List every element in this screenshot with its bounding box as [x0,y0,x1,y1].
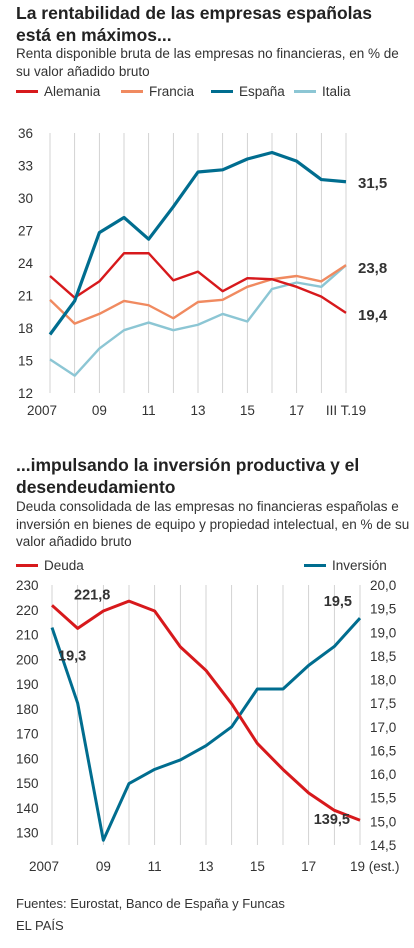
x-tick-label: 17 [301,859,316,874]
legend-swatch-italia [294,90,316,93]
x-tick-label: 17 [289,403,304,418]
annotation-inversion-end: 19,5 [324,594,352,610]
y-tick-label: 15 [18,354,33,369]
y-left-tick-label: 220 [16,603,39,618]
legend-label-deuda: Deuda [44,558,84,573]
y-right-tick-label: 20,0 [370,578,396,593]
legend-item-alemania: Alemania [16,84,100,99]
chart1-title: La rentabilidad de las empresas española… [16,3,372,45]
y-right-tick-label: 18,5 [370,649,396,664]
x-tick-label: 09 [92,403,107,418]
x-tick-label: 2007 [29,859,59,874]
legend-item-italia: Italia [294,84,351,99]
x-tick-label: 19 (est.) [350,859,400,874]
x-tick-label: 15 [240,403,255,418]
x-tick-label: 09 [96,859,111,874]
y-tick-label: 24 [18,256,34,271]
end-label-alemania: 19,4 [358,307,388,324]
chart2-plot: 230 220 210 200 190 180 170 160 150 140 130 20,0 19,… [16,578,400,874]
x-tick-label: 2007 [27,403,57,418]
y-right-tick-label: 18,0 [370,673,396,688]
y-right-tick-label: 16,0 [370,767,396,782]
y-left-tick-label: 160 [16,751,39,766]
y-left-tick-label: 170 [16,727,39,742]
y-left-tick-label: 130 [16,826,39,841]
annotation-deuda-start: 221,8 [74,587,110,603]
y-tick-label: 33 [18,159,33,174]
legend-swatch-alemania [16,90,38,93]
legend-label-espana: España [239,84,285,99]
y-right-tick-label: 15,5 [370,791,396,806]
y-tick-label: 18 [18,321,33,336]
series-line-deuda [50,599,361,822]
chart2-subtitle: Deuda consolidada de las empresas no fin… [16,499,410,549]
series-line-inversion [50,617,362,842]
x-tick-label: 13 [198,859,213,874]
end-label-espana: 31,5 [358,175,387,192]
y-right-tick-label: 19,0 [370,625,396,640]
y-right-tick-label: 14,5 [370,838,396,853]
legend-label-inversion: Inversión [332,558,387,573]
legend-item-inversion: Inversión [304,558,387,573]
annotation-deuda-end: 139,5 [314,812,350,828]
chart1-plot: 36 33 30 27 24 21 18 15 12 2007 09 11 13 15 17 III T.19… [18,126,388,418]
y-tick-label: 27 [18,224,33,239]
footer-sources: Fuentes: Eurostat, Banco de España y Fun… [16,896,285,911]
y-left-tick-label: 150 [16,776,39,791]
series-line-italia [49,264,347,377]
series-line-espana [48,150,347,336]
y-left-tick-label: 200 [16,652,39,667]
legend-swatch-deuda [16,564,38,567]
chart2-legend: Deuda Inversión [16,558,411,578]
legend-label-italia: Italia [322,84,351,99]
chart2-title: ...impulsando la inversión productiva y … [16,455,360,497]
legend-swatch-inversion [304,564,326,567]
y-left-tick-label: 230 [16,578,39,593]
x-tick-label: 11 [142,403,156,418]
y-left-tick-label: 180 [16,702,39,717]
x-tick-label: 15 [250,859,265,874]
series-line-alemania [49,252,347,314]
y-left-tick-label: 210 [16,628,39,643]
end-label-francia-italia: 23,8 [358,260,387,277]
chart1-subtitle: Renta disponible bruta de las empresas n… [16,46,399,79]
y-left-tick-label: 190 [16,677,39,692]
y-right-tick-label: 19,5 [370,602,396,617]
x-tick-label: III T.19 [326,403,366,418]
y-right-tick-label: 16,5 [370,743,396,758]
y-tick-label: 21 [18,289,33,304]
footer-brand: EL PAÍS [16,918,64,933]
legend-label-alemania: Alemania [44,84,101,99]
y-right-tick-label: 15,0 [370,814,396,829]
y-right-tick-label: 17,5 [370,696,396,711]
y-tick-label: 12 [18,386,33,401]
legend-swatch-espana [211,90,233,93]
legend-label-francia: Francia [149,84,195,99]
legend-swatch-francia [121,90,143,93]
x-tick-label: 13 [190,403,205,418]
legend-item-espana: España [211,84,285,99]
legend-item-deuda: Deuda [16,558,84,573]
y-tick-label: 30 [18,191,33,206]
y-left-tick-label: 140 [16,801,39,816]
series-line-francia [49,264,347,325]
annotation-inversion-start: 19,3 [58,649,86,665]
y-tick-label: 36 [18,126,33,141]
x-tick-label: 11 [148,859,162,874]
chart1-legend: Alemania Francia España Italia [16,84,411,104]
y-right-tick-label: 17,0 [370,720,396,735]
legend-item-francia: Francia [121,84,194,99]
